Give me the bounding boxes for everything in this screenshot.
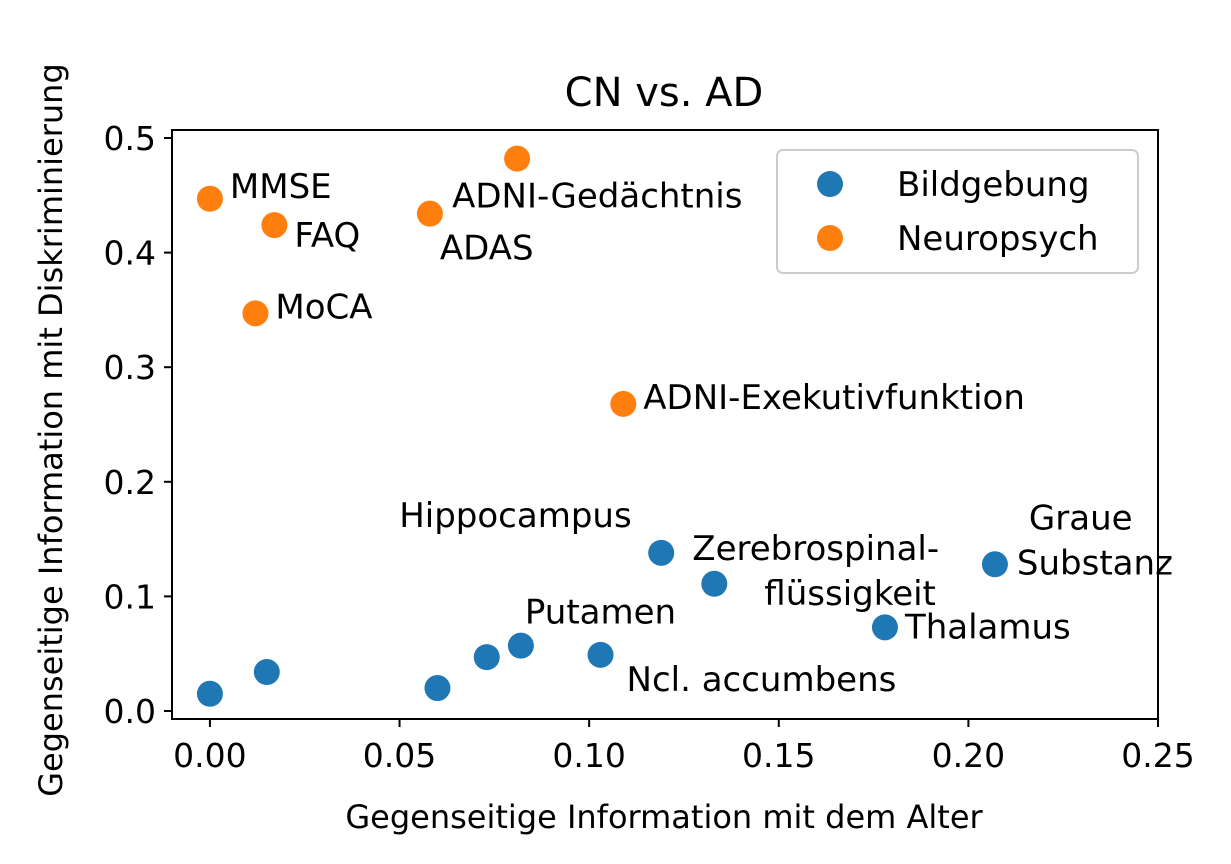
data-point — [196, 680, 223, 707]
point-annotation: Putamen — [525, 593, 676, 633]
point-annotation: Substanz — [1017, 543, 1173, 583]
data-point — [701, 570, 728, 597]
data-point — [196, 185, 223, 212]
y-tick-label: 0.4 — [104, 234, 156, 273]
x-tick-label: 0.10 — [552, 736, 625, 775]
x-tick-label: 0.20 — [932, 736, 1005, 775]
y-axis-label: Gegenseitige Information mit Diskriminie… — [32, 63, 70, 797]
point-annotation: ADNI-Exekutivfunktion — [643, 378, 1025, 418]
point-annotation: MoCA — [275, 287, 372, 327]
legend-box — [776, 149, 1139, 274]
point-annotation: flüssigkeit — [764, 574, 936, 614]
data-point — [416, 200, 443, 227]
data-point — [981, 551, 1008, 578]
point-annotation: Ncl. accumbens — [627, 660, 897, 700]
point-annotation: Zerebrospinal- — [692, 529, 939, 569]
data-point — [242, 300, 269, 327]
legend-label: Bildgebung — [897, 165, 1090, 205]
data-point — [261, 212, 288, 239]
plot-frame — [171, 129, 1159, 720]
y-tick-label: 0.0 — [104, 692, 156, 731]
y-tick-label: 0.5 — [104, 119, 156, 158]
x-tick-label: 0.15 — [742, 736, 815, 775]
point-annotation: ADAS — [440, 229, 534, 269]
legend: Bildgebung Neuropsych — [776, 149, 1139, 274]
x-axis-label: Gegenseitige Information mit dem Alter — [345, 798, 983, 836]
x-tick-label: 0.05 — [363, 736, 436, 775]
data-point — [504, 145, 531, 172]
legend-marker — [817, 171, 843, 197]
x-tick-label: 0.25 — [1121, 736, 1194, 775]
data-point — [610, 390, 637, 417]
point-annotation: ADNI-Gedächtnis — [452, 177, 742, 217]
data-point — [871, 614, 898, 641]
point-annotation: MMSE — [230, 167, 332, 207]
y-tick-label: 0.1 — [104, 577, 156, 616]
chart-title: CN vs. AD — [565, 70, 764, 116]
x-tick-label: 0.00 — [173, 736, 246, 775]
data-point — [424, 675, 451, 702]
data-point — [507, 632, 534, 659]
data-point — [587, 641, 614, 668]
data-point — [648, 539, 675, 566]
data-point — [253, 659, 280, 686]
point-annotation: FAQ — [294, 216, 360, 256]
legend-label: Neuropsych — [897, 219, 1099, 259]
data-point — [473, 644, 500, 671]
point-annotation: Graue — [1029, 498, 1133, 538]
legend-marker — [817, 225, 843, 251]
point-annotation: Thalamus — [904, 607, 1071, 647]
y-tick-label: 0.3 — [104, 348, 156, 387]
point-annotation: Hippocampus — [399, 496, 631, 536]
plot-area: 0.00 0.05 0.10 0.15 0.20 0.25 0.0 0.1 0.2 0.3 0.4 0… — [104, 119, 1195, 775]
y-tick-label: 0.2 — [104, 463, 156, 502]
